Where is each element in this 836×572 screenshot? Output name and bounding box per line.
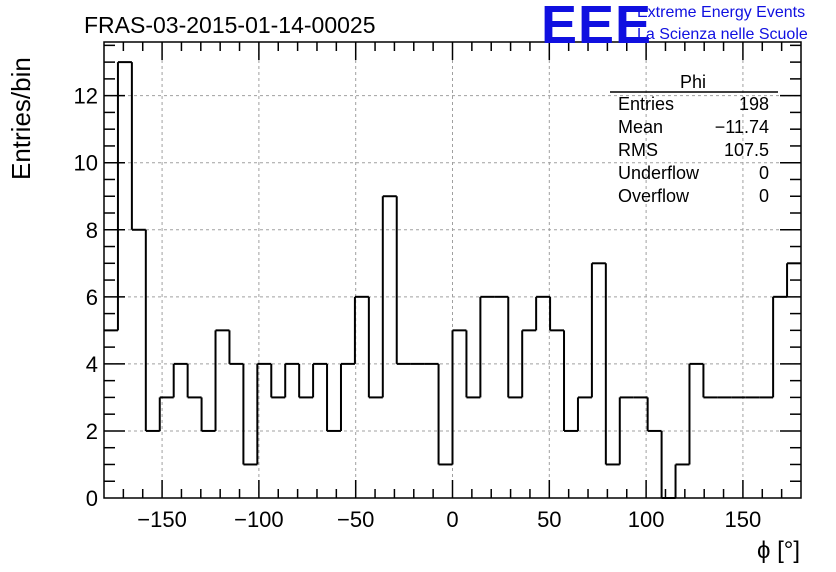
- y-tick-label: 2: [86, 419, 98, 444]
- stats-value-underflow: 0: [759, 163, 769, 183]
- plot-frame: [103, 41, 802, 499]
- stats-value-entries: 198: [739, 94, 769, 114]
- stats-title: Phi: [680, 72, 706, 92]
- stats-label-underflow: Underflow: [618, 163, 700, 183]
- stats-value-rms: 107.5: [724, 140, 769, 160]
- stats-box: Phi Entries 198 Mean −11.74 RMS 107.5 Un…: [610, 72, 778, 206]
- x-tick-label: −50: [337, 507, 374, 532]
- logo-mark: EEE: [541, 0, 652, 55]
- x-tick-label: 150: [725, 507, 762, 532]
- logo-line-2: La Scienza nelle Scuole: [637, 26, 808, 43]
- stats-label-entries: Entries: [618, 94, 674, 114]
- x-tick-label: 100: [628, 507, 665, 532]
- logo-line-1: Extreme Energy Events: [637, 4, 805, 21]
- histogram-bars: [104, 61, 801, 499]
- tick-labels: −150 −100 −50 0 50 100 150 0 2 4 6 8 10 12: [74, 84, 762, 532]
- x-tick-label: 50: [537, 507, 561, 532]
- axis-ticks: [104, 42, 801, 498]
- x-tick-label: −150: [137, 507, 187, 532]
- y-tick-label: 0: [86, 486, 98, 511]
- x-axis-label: ϕ [°]: [757, 537, 800, 564]
- y-tick-label: 8: [86, 218, 98, 243]
- stats-label-rms: RMS: [618, 140, 658, 160]
- x-tick-label: −100: [234, 507, 284, 532]
- stats-value-mean: −11.74: [715, 117, 769, 137]
- y-tick-label: 6: [86, 285, 98, 310]
- x-tick-label: 0: [446, 507, 458, 532]
- y-tick-label: 4: [86, 352, 98, 377]
- stats-value-overflow: 0: [759, 186, 769, 206]
- y-tick-label: 12: [74, 84, 98, 109]
- y-tick-label: 10: [74, 151, 98, 176]
- stats-label-overflow: Overflow: [618, 186, 690, 206]
- stats-label-mean: Mean: [618, 117, 663, 137]
- chart-title: FRAS-03-2015-01-14-00025: [84, 12, 376, 38]
- y-axis-label: Entries/bin: [6, 57, 36, 180]
- eee-logo: EEE Extreme Energy Events La Scienza nel…: [541, 0, 808, 55]
